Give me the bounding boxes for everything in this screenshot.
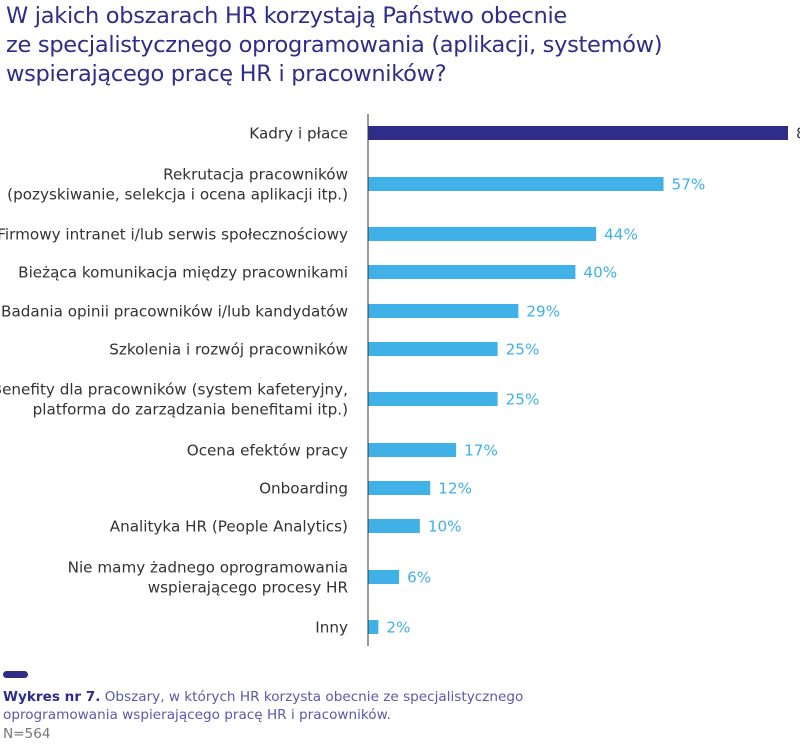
caption-marker [3,671,28,678]
bar [368,342,498,356]
category-label: Firmowy intranet i/lub serwis społecznoś… [0,226,348,244]
bar [368,265,576,279]
value-label: 10% [428,518,462,536]
value-label: 25% [506,391,540,409]
value-label: 12% [438,480,472,498]
value-label: 2% [386,619,410,637]
chart-title: W jakich obszarach HR korzystają Państwo… [6,2,786,89]
value-label: 29% [526,303,560,321]
chart-caption: Wykres nr 7. Obszary, w których HR korzy… [3,688,793,724]
category-label: Kadry i płace [249,125,348,143]
bar [368,126,788,140]
caption-text: Obszary, w których HR korzysta obecnie z… [100,689,524,705]
category-label: wspierającego procesy HR [148,579,349,597]
category-label: Szkolenia i rozwój pracowników [109,341,348,359]
category-label: platforma do zarządzania benefitami itp.… [33,401,348,419]
caption-figure-number: Wykres nr 7. [3,689,101,705]
category-label: Nie mamy żadnego oprogramowania [68,559,348,577]
bar [368,570,400,584]
bar [368,227,597,241]
value-label: 17% [464,442,498,460]
title-line: wspierającego pracę HR i pracowników? [6,61,447,87]
bar [368,481,431,495]
category-label: Benefity dla pracowników (system kafeter… [0,381,348,399]
bar [368,392,498,406]
bar [368,304,519,318]
value-label: 40% [583,264,617,282]
category-label: Onboarding [259,480,348,498]
sample-size: N=564 [3,726,51,742]
bar [368,443,457,457]
bar [368,620,379,634]
value-label: 57% [672,176,706,194]
category-label: Analityka HR (People Analytics) [110,518,348,536]
bar [368,177,664,191]
category-label: Rekrutacja pracowników [163,166,348,184]
value-label: 81% [796,125,800,143]
value-label: 44% [604,226,638,244]
category-label: Inny [315,619,348,637]
category-label: Ocena efektów pracy [187,442,348,460]
bar [368,519,420,533]
title-line: ze specjalistycznego oprogramowania (apl… [6,32,663,58]
value-label: 6% [407,569,431,587]
category-label: Bieżąca komunikacja między pracownikami [18,264,348,282]
category-label: (pozyskiwanie, selekcja i ocena aplikacj… [7,186,348,204]
caption-text: oprogramowania wspierającego pracę HR i … [3,707,391,723]
value-label: 25% [506,341,540,359]
title-line: W jakich obszarach HR korzystają Państwo… [6,3,567,29]
category-label: Badania opinii pracowników i/lub kandyda… [1,303,348,321]
